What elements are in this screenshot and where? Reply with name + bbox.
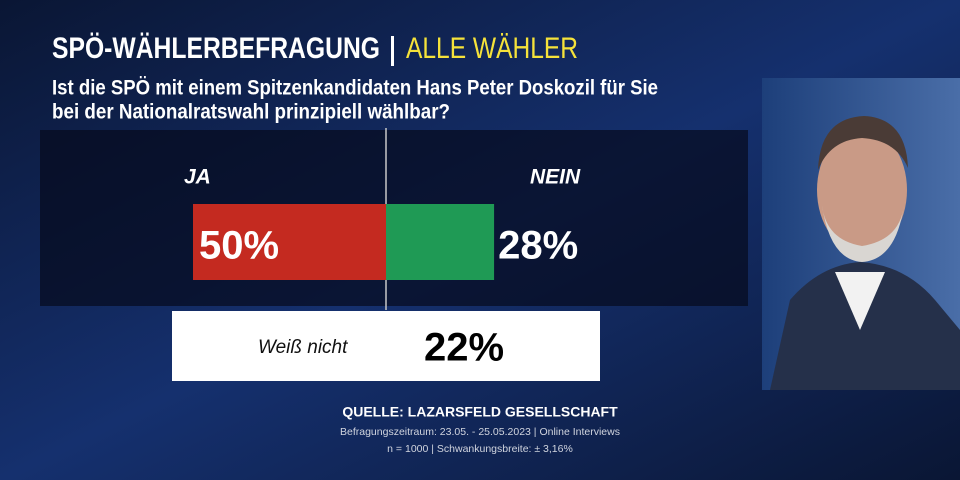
other-value: 22% [424,326,504,370]
question: Ist die SPÖ mit einem Spitzenkandidaten … [52,77,658,100]
category-label: JA [184,166,211,189]
title: SPÖ-WÄHLERBEFRAGUNG [52,32,380,65]
separator [391,36,394,66]
photo [762,78,960,390]
other-label: Weiß nicht [258,337,348,358]
other-box [172,311,600,381]
source: QUELLE: LAZARSFELD GESELLSCHAFT [342,404,618,420]
category-label: NEIN [530,166,581,189]
subtitle: ALLE WÄHLER [406,32,578,65]
bar [193,204,386,280]
value-label: 28% [498,224,578,268]
value-label: 50% [199,224,279,268]
question: bei der Nationalratswahl prinzipiell wäh… [52,101,450,124]
note: Befragungszeitraum: 23.05. - 25.05.2023 … [340,426,620,438]
note: n = 1000 | Schwankungsbreite: ± 3,16% [387,443,573,455]
bar [386,204,495,280]
